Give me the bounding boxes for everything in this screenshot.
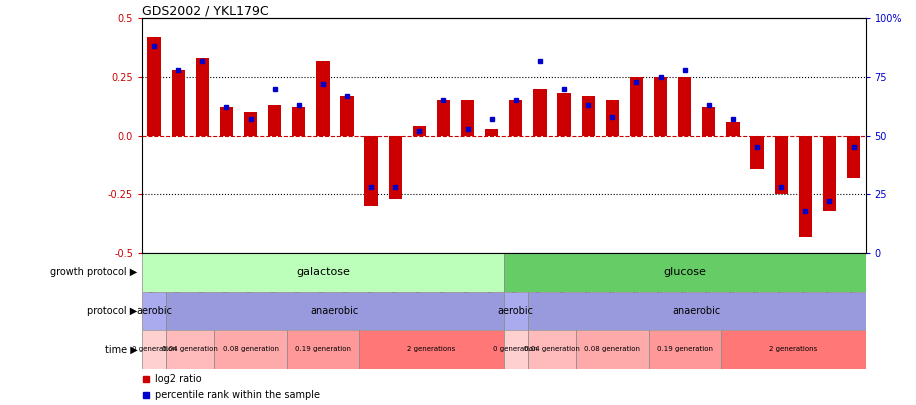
Bar	[244, 112, 257, 136]
Bar	[461, 100, 474, 136]
Bar	[166, 330, 214, 369]
Text: 0 generation: 0 generation	[132, 346, 177, 352]
Bar	[528, 330, 576, 369]
Bar	[196, 58, 209, 136]
Text: glucose: glucose	[663, 267, 706, 277]
Bar	[576, 330, 649, 369]
Bar	[437, 100, 450, 136]
Bar	[268, 105, 281, 136]
Text: 2 generations: 2 generations	[769, 346, 817, 352]
Bar	[823, 136, 836, 211]
Text: anaerobic: anaerobic	[311, 306, 359, 316]
Bar	[649, 330, 721, 369]
Text: growth protocol ▶: growth protocol ▶	[50, 267, 137, 277]
Bar	[287, 330, 359, 369]
Bar	[504, 292, 528, 330]
Bar	[147, 37, 160, 136]
Text: 0.04 generation: 0.04 generation	[162, 346, 218, 352]
Bar	[142, 253, 504, 292]
Text: 0.04 generation: 0.04 generation	[524, 346, 580, 352]
Text: log2 ratio: log2 ratio	[155, 374, 202, 384]
Text: time ▶: time ▶	[104, 344, 137, 354]
Bar	[142, 292, 166, 330]
Bar	[388, 136, 402, 199]
Bar	[750, 136, 764, 168]
Bar	[504, 330, 528, 369]
Text: 0.08 generation: 0.08 generation	[584, 346, 640, 352]
Bar	[533, 89, 547, 136]
Bar	[341, 96, 354, 136]
Text: 0 generation: 0 generation	[494, 346, 539, 352]
Text: 0.19 generation: 0.19 generation	[295, 346, 351, 352]
Bar	[678, 77, 692, 136]
Bar	[630, 77, 643, 136]
Bar	[220, 107, 233, 136]
Bar	[365, 136, 377, 206]
Bar	[605, 100, 619, 136]
Text: 0.08 generation: 0.08 generation	[223, 346, 278, 352]
Bar	[142, 330, 166, 369]
Bar	[509, 100, 522, 136]
Text: aerobic: aerobic	[498, 306, 534, 316]
Bar	[703, 107, 715, 136]
Bar	[413, 126, 426, 136]
Bar	[485, 129, 498, 136]
Text: GDS2002 / YKL179C: GDS2002 / YKL179C	[142, 4, 268, 17]
Bar	[582, 96, 594, 136]
Bar	[654, 77, 667, 136]
Bar	[721, 330, 866, 369]
Text: anaerobic: anaerobic	[672, 306, 721, 316]
Text: aerobic: aerobic	[136, 306, 172, 316]
Text: galactose: galactose	[296, 267, 350, 277]
Bar	[214, 330, 287, 369]
Bar	[316, 60, 330, 136]
Bar	[504, 253, 866, 292]
Bar	[799, 136, 812, 237]
Bar	[292, 107, 305, 136]
Bar	[847, 136, 860, 178]
Bar	[359, 330, 504, 369]
Text: 0.19 generation: 0.19 generation	[657, 346, 713, 352]
Bar	[775, 136, 788, 194]
Bar	[726, 122, 739, 136]
Bar	[171, 70, 185, 136]
Text: 2 generations: 2 generations	[408, 346, 455, 352]
Bar	[166, 292, 504, 330]
Text: percentile rank within the sample: percentile rank within the sample	[155, 390, 320, 400]
Bar	[528, 292, 866, 330]
Bar	[558, 94, 571, 136]
Text: protocol ▶: protocol ▶	[87, 306, 137, 316]
